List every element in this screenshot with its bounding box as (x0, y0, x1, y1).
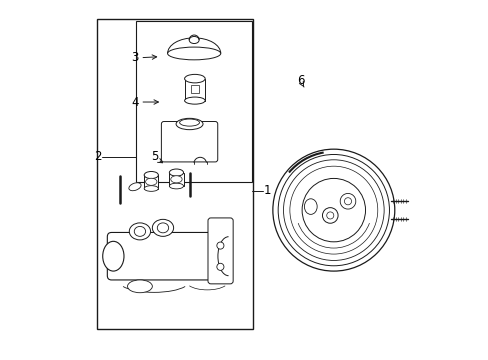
Ellipse shape (179, 119, 199, 126)
Circle shape (216, 242, 224, 249)
FancyBboxPatch shape (161, 122, 217, 162)
Ellipse shape (144, 171, 158, 179)
Ellipse shape (144, 186, 158, 192)
Text: 1: 1 (263, 184, 271, 197)
Text: 2: 2 (94, 150, 101, 163)
Ellipse shape (127, 280, 152, 293)
Ellipse shape (167, 47, 220, 60)
Circle shape (216, 263, 224, 270)
FancyBboxPatch shape (107, 233, 225, 280)
Bar (144, 175, 158, 189)
Ellipse shape (189, 36, 199, 44)
Circle shape (326, 212, 333, 219)
Text: 4: 4 (131, 95, 139, 108)
Circle shape (322, 208, 337, 223)
Text: 6: 6 (296, 73, 304, 86)
Bar (184, 78, 205, 100)
Ellipse shape (169, 169, 183, 176)
Ellipse shape (129, 223, 150, 240)
Ellipse shape (304, 199, 317, 215)
Bar (97, 19, 253, 329)
Ellipse shape (157, 223, 168, 233)
Ellipse shape (169, 183, 183, 189)
Bar (136, 21, 251, 182)
Ellipse shape (170, 176, 182, 183)
Circle shape (302, 179, 365, 242)
Ellipse shape (176, 118, 203, 130)
Ellipse shape (134, 226, 145, 237)
Ellipse shape (184, 97, 205, 104)
Ellipse shape (129, 183, 141, 191)
Ellipse shape (102, 241, 124, 271)
FancyBboxPatch shape (207, 218, 233, 284)
Text: 5: 5 (151, 150, 159, 163)
Ellipse shape (184, 75, 205, 83)
Ellipse shape (152, 219, 173, 237)
Circle shape (272, 149, 394, 271)
Text: 3: 3 (131, 51, 139, 64)
Bar (190, 85, 199, 93)
Bar (169, 172, 183, 186)
Ellipse shape (145, 178, 157, 185)
